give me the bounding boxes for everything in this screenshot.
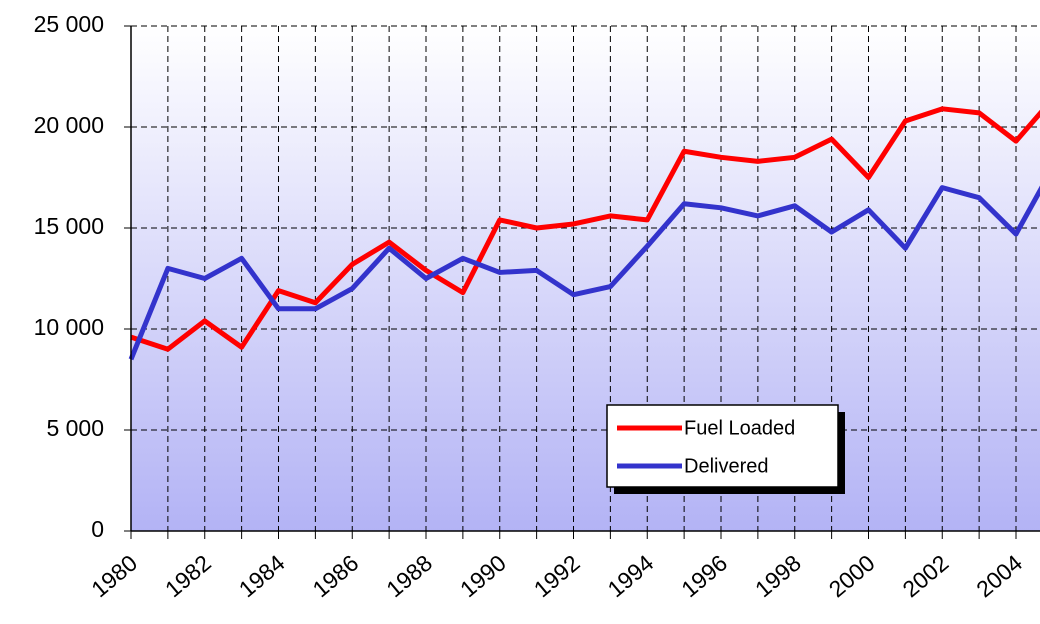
x-tick-label: 1990 (455, 550, 511, 603)
x-tick-label: 2000 (824, 550, 880, 603)
y-tick-label: 15 000 (34, 213, 104, 239)
x-tick-label: 1996 (676, 550, 732, 603)
x-tick-label: 1984 (234, 549, 290, 602)
x-tick-label: 2002 (897, 550, 953, 603)
y-tick-label: 0 (91, 516, 104, 542)
x-tick-label: 1998 (750, 550, 806, 603)
plot-area (131, 26, 1040, 531)
x-tick-label: 1992 (529, 550, 585, 603)
y-tick-label: 5 000 (46, 415, 104, 441)
y-tick-label: 20 000 (34, 112, 104, 138)
x-tick-label: 1980 (86, 550, 142, 603)
y-tick-label: 25 000 (34, 11, 104, 37)
legend-label: Delivered (684, 455, 768, 477)
x-tick-label: 1986 (307, 550, 363, 603)
x-tick-label: 1982 (160, 550, 216, 603)
x-tick-label: 1994 (602, 549, 658, 602)
legend-label: Fuel Loaded (684, 417, 795, 439)
line-series (130, 106, 1040, 352)
line-series (128, 185, 1040, 361)
x-tick-label: 2004 (971, 549, 1027, 602)
x-tick-label: 1988 (381, 550, 437, 603)
y-tick-label: 10 000 (34, 314, 104, 340)
legend-box (606, 404, 839, 488)
